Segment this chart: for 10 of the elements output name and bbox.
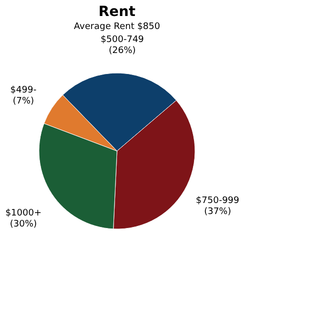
data-label: (26%) — [108, 46, 136, 56]
slice-label: $499- — [10, 86, 36, 96]
slice-label: $500-749 — [100, 35, 144, 46]
data-label: (7%) — [12, 96, 34, 107]
data-label: (30%) — [10, 220, 37, 230]
chart-title: Rent — [98, 4, 136, 20]
chart-subtitle: Average Rent $850 — [74, 22, 160, 32]
slice-label: $750-999 — [196, 196, 240, 206]
slice-label: $1000+ — [5, 208, 42, 219]
data-label: (37%) — [204, 207, 232, 218]
